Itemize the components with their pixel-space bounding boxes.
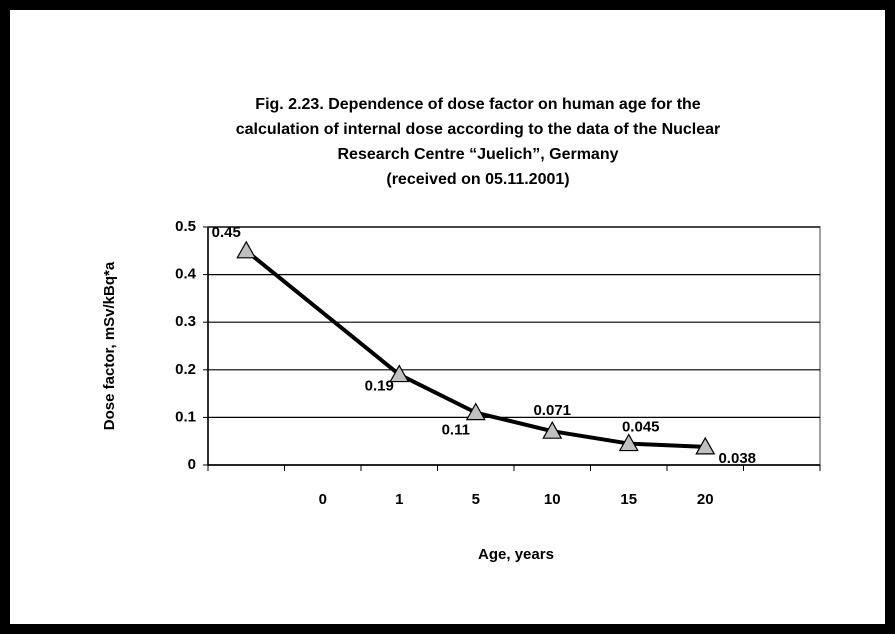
- y-tick-label: 0.5: [175, 218, 196, 235]
- data-label: 0.038: [718, 450, 756, 467]
- y-tick-label: 0: [188, 456, 196, 473]
- y-tick-label: 0.4: [175, 266, 197, 283]
- marker: [389, 364, 410, 383]
- y-tick-label: 0.1: [175, 408, 196, 425]
- chart-title: (received on 05.11.2001): [386, 171, 569, 188]
- x-axis-title: Age, years: [478, 546, 554, 563]
- data-label: 0.11: [442, 422, 470, 439]
- x-tick-label: 1: [395, 491, 403, 508]
- data-label: 0.45: [212, 224, 241, 241]
- data-label: 0.071: [533, 402, 571, 419]
- marker: [465, 402, 486, 421]
- y-tick-label: 0.3: [175, 313, 196, 330]
- chart-title: calculation of internal dose according t…: [236, 121, 721, 138]
- data-label: 0.045: [622, 419, 660, 436]
- x-tick-label: 10: [544, 491, 561, 508]
- y-axis-title: Dose factor, mSv/kBq*a: [101, 261, 118, 430]
- x-tick-label: 0: [319, 491, 327, 508]
- marker: [236, 240, 257, 259]
- x-tick-label: 5: [472, 491, 480, 508]
- chart-title: Fig. 2.23. Dependence of dose factor on …: [255, 96, 701, 113]
- y-tick-label: 0.2: [175, 361, 196, 378]
- marker: [618, 433, 639, 452]
- line: [244, 249, 706, 449]
- marker: [695, 436, 716, 455]
- marker: [542, 420, 563, 439]
- x-tick-label: 20: [697, 491, 714, 508]
- data-label: 0.19: [365, 378, 394, 395]
- x-tick-label: 15: [620, 491, 637, 508]
- chart-title: Research Centre “Juelich”, Germany: [337, 146, 618, 163]
